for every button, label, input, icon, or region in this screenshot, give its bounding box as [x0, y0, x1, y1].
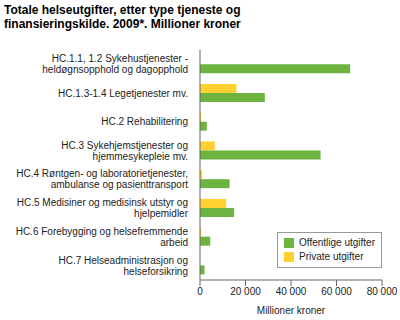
svg-text:HC.3 Sykehjemstjenester oghjem: HC.3 Sykehjemstjenester oghjemmesykeplei…	[61, 140, 188, 162]
html-text:Private utgifter: Private utgifter	[299, 251, 364, 262]
svg-text:HC.2 Rehabilitering: HC.2 Rehabilitering	[101, 116, 188, 127]
svg-text:HC.7 Helseadministrasjon oghel: HC.7 Helseadministrasjon oghelseforsikri…	[58, 255, 188, 277]
svg-text:HC.1.1, 1.2 Sykehustjenester -: HC.1.1, 1.2 Sykehustjenester -heldøgnsop…	[42, 53, 188, 75]
svg-text:HC.6 Forebygging og helsefremm: HC.6 Forebygging og helsefremmendearbeid	[16, 226, 189, 248]
svg-text:Millioner kroner: Millioner kroner	[257, 305, 326, 316]
svg-text:HC.5 Medisiner og medisinsk ut: HC.5 Medisiner og medisinsk utstyr oghje…	[17, 197, 189, 219]
html-text:Offentlige utgifter: Offentlige utgifter	[299, 237, 375, 248]
svg-text:20 000: 20 000	[230, 286, 261, 297]
svg-text:HC.1.3-1.4 Legetjenester mv.: HC.1.3-1.4 Legetjenester mv.	[58, 88, 188, 99]
svg-text:0: 0	[197, 286, 203, 297]
svg-text:40 000: 40 000	[276, 286, 307, 297]
svg-text:HC.4 Røntgen- og laboratorietj: HC.4 Røntgen- og laboratorietjenester,am…	[16, 168, 188, 190]
html-text:Totale helseutgifter, etter ty: Totale helseutgifter, etter type tjenest…	[4, 3, 241, 31]
svg-text:80 000: 80 000	[367, 286, 392, 297]
svg-text:60 000: 60 000	[321, 286, 352, 297]
